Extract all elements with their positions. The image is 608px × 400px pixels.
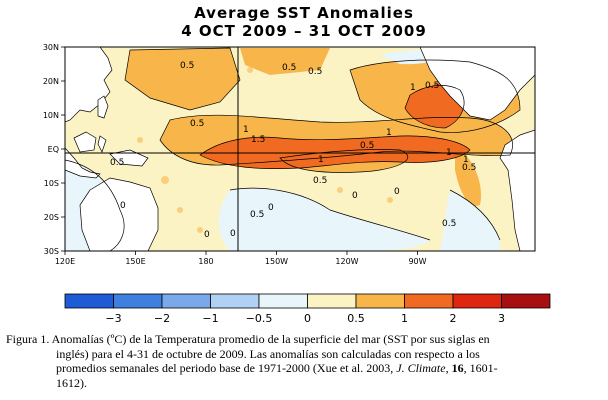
lon-tick-label: 90W <box>408 257 426 266</box>
contour-label: 0.5 <box>462 163 476 173</box>
colorbar-swatch <box>404 293 454 309</box>
colorbar-swatch <box>258 293 308 309</box>
contour-label: 0 <box>120 201 126 211</box>
colorbar-swatch <box>113 293 163 309</box>
caption-line-3: promedios semanales del periodo base de … <box>6 361 604 376</box>
contour-label: 0 <box>204 230 210 240</box>
colorbar-tick-label: 0.5 <box>347 312 365 324</box>
lat-tick-label: EQ <box>48 145 59 154</box>
south-america <box>499 129 535 251</box>
contour-lines <box>65 47 521 251</box>
borneo <box>73 131 97 153</box>
contour-label: 0.5 <box>442 219 456 229</box>
map-title: Average SST Anomalies <box>194 4 414 22</box>
contour-label: 0.5 <box>308 67 322 77</box>
colorbar-swatch <box>452 293 502 309</box>
contour-label: 0.5 <box>425 81 439 91</box>
caption-separator: , <box>445 361 452 375</box>
new-guinea <box>109 149 149 167</box>
caption-text: promedios semanales del periodo base de … <box>56 361 397 375</box>
contour-label: 0.5 <box>250 210 264 220</box>
colorbar-tick-label: 2 <box>450 312 457 324</box>
contour-label: 1 <box>463 155 469 165</box>
map-period: 4 OCT 2009 – 31 OCT 2009 <box>181 22 427 40</box>
lat-tick-label: 10N <box>43 111 59 120</box>
sst-anomaly-map: 30N 20N 10N EQ 10S 20S 30S 120E 150E 180 150W 120W… <box>43 43 536 266</box>
colorbar: −3 −2 −1 −0.5 0 0.5 1 2 3 <box>64 293 551 324</box>
contour-label: 1.5 <box>251 135 265 145</box>
contour-label: 0 <box>230 229 236 239</box>
contour-label: 0.5 <box>313 176 327 186</box>
contour-label: 0.5 <box>360 141 374 151</box>
colorbar-swatch <box>210 293 260 309</box>
lon-tick-label: 150E <box>125 257 145 266</box>
lat-tick-label: 10S <box>44 179 59 188</box>
philippines <box>97 95 109 119</box>
colorbar-tick-label: 1 <box>401 312 408 324</box>
contour-labels: 0.5 0.5 0.50.511 11.511 10.50.50.50.500000.5… <box>110 61 476 240</box>
colorbar-swatch <box>64 293 114 309</box>
contour-label: 0.5 <box>282 63 296 73</box>
contour-label: 0 <box>394 187 400 197</box>
figure-caption: Figura 1. Anomalías (ºC) de la Temperatu… <box>6 332 604 390</box>
central-america <box>419 47 535 121</box>
lon-tick-label: 120E <box>55 257 75 266</box>
colorbar-ticks: −3 −2 −1 −0.5 0 0.5 1 2 3 <box>105 312 505 324</box>
lat-tick-label: 20N <box>43 77 59 86</box>
colorbar-tick-label: −0.5 <box>246 312 273 324</box>
colorbar-swatch <box>161 293 211 309</box>
colorbar-swatches <box>64 293 551 309</box>
longitude-axis: 120E 150E 180 150W 120W 90W <box>55 251 427 266</box>
colorbar-tick-label: 3 <box>498 312 505 324</box>
contour-label: 1 <box>386 128 392 138</box>
sumatra-java <box>65 147 101 179</box>
lat-tick-label: 30S <box>44 247 59 256</box>
journal-volume: 16 <box>451 361 464 375</box>
contour-label: 1 <box>410 83 416 93</box>
colorbar-tick-label: −1 <box>202 312 218 324</box>
colorbar-tick-label: −2 <box>154 312 170 324</box>
caption-line-1: Figura 1. Anomalías (ºC) de la Temperatu… <box>6 332 490 346</box>
latitude-axis: 30N 20N 10N EQ 10S 20S 30S <box>43 43 65 256</box>
contour-label: 0.5 <box>190 119 204 129</box>
lon-tick-label: 180 <box>198 257 213 266</box>
contour-label: 0 <box>268 203 274 213</box>
contour-label: 0.5 <box>180 61 194 71</box>
contour-label: 1 <box>446 148 452 158</box>
contour-label: 1 <box>318 155 324 165</box>
lon-tick-label: 120W <box>335 257 358 266</box>
caption-line-2: inglés) para el 4-31 de octubre de 2009.… <box>56 346 480 361</box>
colorbar-tick-label: 0 <box>304 312 311 324</box>
journal-name: J. Climate <box>396 361 446 375</box>
lon-tick-label: 150W <box>265 257 288 266</box>
contour-label: 0 <box>352 191 358 201</box>
contour-label: 0.5 <box>110 158 124 168</box>
australia <box>79 177 159 251</box>
sulawesi <box>97 135 107 153</box>
lat-tick-label: 30N <box>43 43 59 52</box>
caption-line-4: 1612). <box>56 375 87 390</box>
colorbar-swatch <box>501 293 551 309</box>
colorbar-swatch <box>355 293 405 309</box>
colorbar-tick-label: −3 <box>105 312 121 324</box>
land-masses <box>65 47 535 251</box>
contour-label: 1 <box>243 125 249 135</box>
noise-speckle <box>137 62 393 233</box>
lat-tick-label: 20S <box>44 213 59 222</box>
caption-pages: , 1601- <box>463 361 498 375</box>
colorbar-swatch <box>307 293 357 309</box>
